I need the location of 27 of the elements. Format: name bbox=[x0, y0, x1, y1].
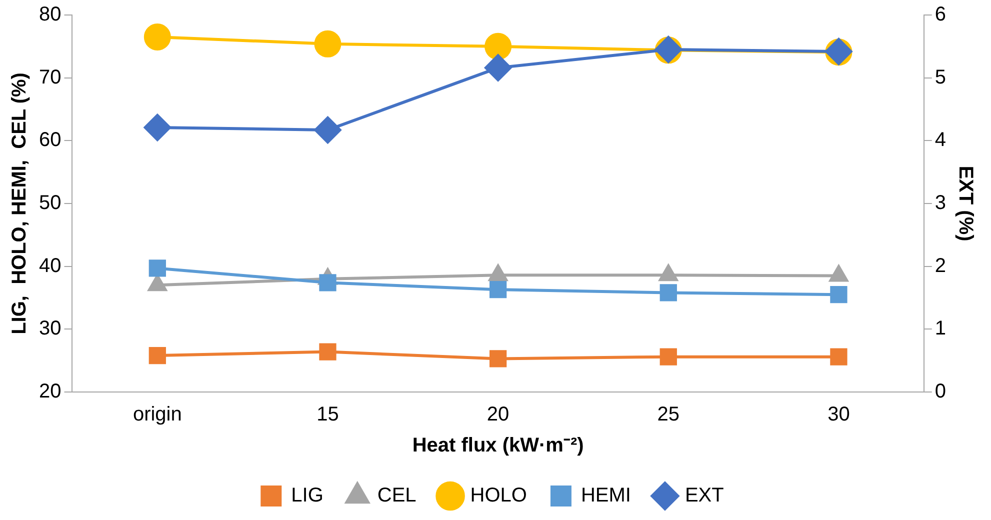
y2-tick-label: 4 bbox=[934, 129, 946, 152]
y2-tick-label: 6 bbox=[934, 4, 946, 26]
y-tick-label: 60 bbox=[38, 129, 62, 152]
y-tick-label: 40 bbox=[38, 254, 62, 277]
x-tick-label: 30 bbox=[828, 404, 850, 426]
legend-label: HEMI bbox=[580, 484, 631, 507]
y2-tick-label: 1 bbox=[934, 318, 946, 340]
y-tick-label: 70 bbox=[38, 66, 62, 88]
x-tick-label: origin bbox=[132, 404, 182, 426]
x-tick-label: 15 bbox=[316, 404, 339, 426]
y2-tick-label: 2 bbox=[934, 254, 946, 277]
legend-label: LIG bbox=[291, 484, 324, 507]
y2-tick-label: 3 bbox=[934, 192, 946, 214]
x-tick-label: 20 bbox=[486, 404, 510, 426]
legend-label: CEL bbox=[377, 484, 416, 507]
x-axis-title: Heat flux (kW·m⁻²) bbox=[412, 434, 584, 457]
y-tick-label: 30 bbox=[38, 318, 62, 340]
y-tick-label: 20 bbox=[38, 380, 62, 403]
legend-label: HOLO bbox=[470, 484, 527, 507]
y2-axis-title: EXT (%) bbox=[954, 166, 976, 242]
y-axis-title: LIG, HOLO, HEMI, CEL (%) bbox=[8, 72, 31, 334]
y2-tick-label: 0 bbox=[934, 380, 946, 403]
legend-label: EXT bbox=[684, 484, 724, 507]
y2-tick-label: 5 bbox=[934, 66, 946, 88]
y-tick-label: 80 bbox=[38, 4, 62, 26]
x-tick-label: 25 bbox=[657, 404, 680, 426]
y-tick-label: 50 bbox=[38, 192, 62, 214]
